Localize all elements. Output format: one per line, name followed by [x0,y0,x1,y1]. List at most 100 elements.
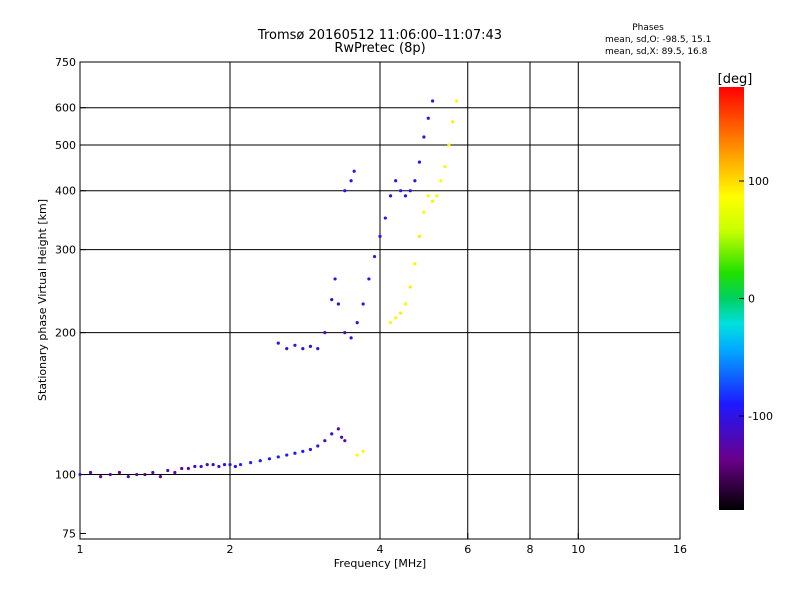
data-point-o [343,331,347,335]
data-point-x [422,210,426,214]
x-axis-ticks: 1 2 4 6 8 10 16 [77,533,687,556]
data-points [78,99,459,479]
data-point-o [222,462,227,467]
data-point-x [399,311,403,315]
data-point-o [151,470,155,475]
data-point-o [352,169,356,173]
x-tick-label: 10 [571,543,585,556]
data-point-o [330,298,334,302]
y-tick-label: 200 [55,327,76,340]
data-point-o [267,457,272,461]
data-point-o [372,254,377,259]
x-tick-label: 6 [464,543,471,556]
data-point-o [285,453,289,457]
data-point-o [336,302,340,306]
data-point-o [403,194,408,198]
data-point-o [343,439,347,443]
data-point-o [126,475,130,479]
data-point-o [238,462,243,467]
data-point-o [394,179,398,183]
data-point-o [158,475,163,479]
y-tick-label: 600 [55,102,76,115]
data-point-o [88,470,93,475]
data-point-o [143,472,147,477]
colorbar-unit-label: [deg] [718,72,753,87]
grid-lines [80,62,680,539]
data-point-o [117,470,122,475]
y-tick-label: 300 [55,244,76,257]
data-point-o [199,464,203,469]
data-point-o [308,447,313,452]
data-point-o [108,472,112,477]
data-point-o [408,189,412,193]
data-point-x [430,199,435,203]
data-point-o [399,189,403,193]
data-point-o [180,466,184,471]
colorbar-tick-label: 100 [748,175,769,188]
x-tick-label: 8 [527,543,534,556]
data-point-o [258,459,262,463]
data-point-o [340,435,344,439]
data-point-o [349,336,353,340]
y-tick-label: 400 [55,185,76,198]
data-point-x [417,234,422,239]
y-axis-label: Stationary phase Virtual Height [km] [36,199,49,401]
phase-stats-x: mean, sd,X: 89.5, 16.8 [605,47,708,57]
colorbar-tick-label: 0 [748,293,755,306]
data-point-o [378,234,382,239]
data-point-o [99,475,103,479]
data-point-o [316,444,320,448]
x-tick-label: 4 [377,543,384,556]
data-point-o [323,331,327,335]
data-point-o [78,472,82,477]
data-point-x [394,316,398,320]
data-point-x [447,143,451,147]
data-point-o [217,464,221,469]
x-tick-label: 2 [227,543,234,556]
data-point-o [186,466,190,471]
colorbar-ticks: 100 0 -100 [739,175,773,423]
data-point-o [211,462,215,467]
x-axis-label: Frequency [MHz] [334,557,426,570]
data-point-x [435,194,439,198]
data-point-x [408,285,412,289]
data-point-o [301,449,305,453]
data-point-o [301,346,305,351]
data-point-o [233,464,237,469]
data-point-o [285,346,289,351]
data-point-o [249,461,253,465]
chart-title: Tromsø 20160512 11:06:00–11:07:43 [257,28,502,43]
data-point-o [430,99,435,103]
data-point-x [426,194,430,198]
data-point-o [361,302,365,306]
data-point-o [166,468,170,473]
data-point-x [455,99,459,103]
data-point-o [308,344,313,348]
data-point-o [336,427,340,431]
data-point-o [205,462,209,467]
data-point-o [343,189,347,193]
data-point-o [383,216,387,220]
data-point-o [349,179,353,183]
data-point-o [355,321,359,325]
data-point-x [388,321,393,325]
y-axis-ticks: 75 100 200 300 400 500 600 750 [55,56,86,540]
data-point-x [361,449,365,453]
data-point-o [426,116,430,120]
data-point-x [439,179,443,183]
colorbar-tick-label: -100 [748,410,773,423]
y-tick-label: 75 [62,527,76,540]
phase-stats-title: Phases [632,23,664,33]
data-point-o [293,343,297,347]
chart-subtitle: RwPretec (8p) [334,41,425,56]
data-point-o [413,179,417,183]
y-tick-label: 500 [55,139,76,152]
data-point-o [333,277,337,281]
data-point-o [293,451,297,455]
data-point-o [173,470,177,475]
data-point-o [276,455,280,459]
data-point-o [276,341,280,345]
data-point-x [451,120,455,124]
data-point-o [228,462,232,467]
